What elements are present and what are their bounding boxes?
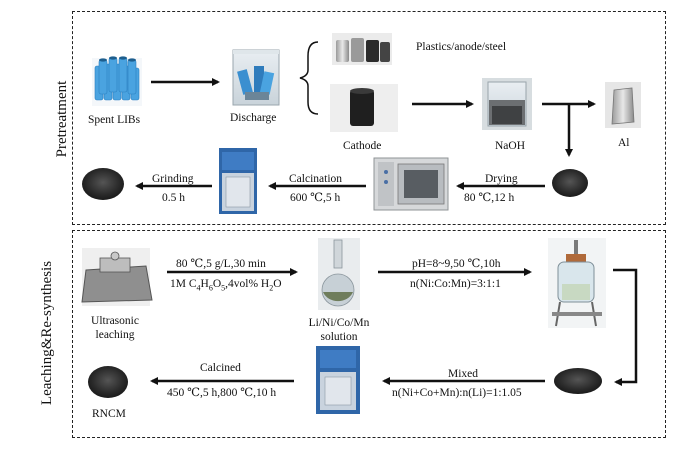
label-rncm: RNCM	[92, 408, 126, 420]
calcination-furnace-image	[219, 148, 257, 214]
leach-reagent-d: ,4vol% H	[225, 278, 270, 290]
label-solution-2: solution	[320, 331, 358, 343]
rncm-powder-image	[88, 366, 128, 398]
pretreatment-panel	[72, 11, 666, 225]
arrow-reactor-to-mixed	[613, 268, 638, 386]
drying-oven-image	[373, 157, 449, 211]
label-mixed: Mixed	[448, 368, 479, 380]
reactor-image	[548, 238, 606, 328]
label-drying: Drying	[485, 173, 518, 185]
label-drying-cond: 80 ℃,12 h	[464, 192, 515, 204]
leach-reagent-e: O	[273, 278, 282, 290]
label-discharge: Discharge	[230, 112, 277, 124]
leach-reagent-s4: 2	[269, 283, 274, 293]
label-spent-libs: Spent LIBs	[88, 114, 141, 126]
label-grinding-time: 0.5 h	[162, 192, 185, 204]
label-solution-1: Li/Ni/Co/Mn	[308, 317, 370, 329]
label-leach-cond: 80 ℃,5 g/L,30 min	[176, 258, 266, 270]
leach-reagent-c: O	[212, 278, 222, 290]
label-calcined-cond: 450 ℃,5 h,800 ℃,10 h	[167, 387, 277, 399]
split-brace	[299, 41, 319, 115]
leach-reagent-a: 1M C	[170, 278, 197, 290]
spent-libs-image	[92, 56, 142, 106]
cathode-image	[330, 84, 398, 132]
label-leach-reagent: 1M C4H6O5,4vol% H2O	[170, 277, 282, 295]
naoh-image	[482, 78, 532, 130]
label-ph-cond: pH=8~9,50 ℃,10h	[412, 258, 501, 270]
label-ultrasonic-2: leaching	[95, 329, 135, 341]
label-grinding: Grinding	[152, 173, 194, 185]
leach-reagent-b: H	[200, 278, 209, 290]
label-calcination: Calcination	[289, 173, 343, 185]
label-calcined: Calcined	[200, 362, 241, 374]
plastics-anode-steel-image	[332, 33, 392, 65]
mixed-powder-image	[554, 368, 602, 394]
label-calcination-cond: 600 ℃,5 h	[290, 192, 341, 204]
ground-powder-image	[82, 168, 124, 200]
ultrasonic-device-image	[81, 248, 153, 306]
discharge-image	[232, 49, 280, 106]
label-cathode: Cathode	[343, 140, 382, 152]
label-ratio-2: n(Ni+Co+Mn):n(Li)=1:1.05	[392, 387, 522, 399]
label-al: Al	[618, 137, 630, 149]
label-naoh: NaOH	[495, 140, 526, 152]
label-ratio-1: n(Ni:Co:Mn)=3:1:1	[410, 278, 501, 290]
leach-reagent-s2: 6	[208, 283, 213, 293]
leaching-panel	[72, 230, 666, 438]
sintering-furnace-image	[316, 346, 360, 414]
leach-reagent-s3: 5	[221, 283, 226, 293]
flask-solution-image	[318, 238, 360, 310]
cathode-powder-image	[552, 169, 588, 197]
label-ultrasonic-1: Ultrasonic	[91, 315, 139, 327]
label-plastics: Plastics/anode/steel	[416, 41, 507, 53]
leach-reagent-s1: 4	[196, 283, 201, 293]
al-image	[605, 82, 641, 128]
